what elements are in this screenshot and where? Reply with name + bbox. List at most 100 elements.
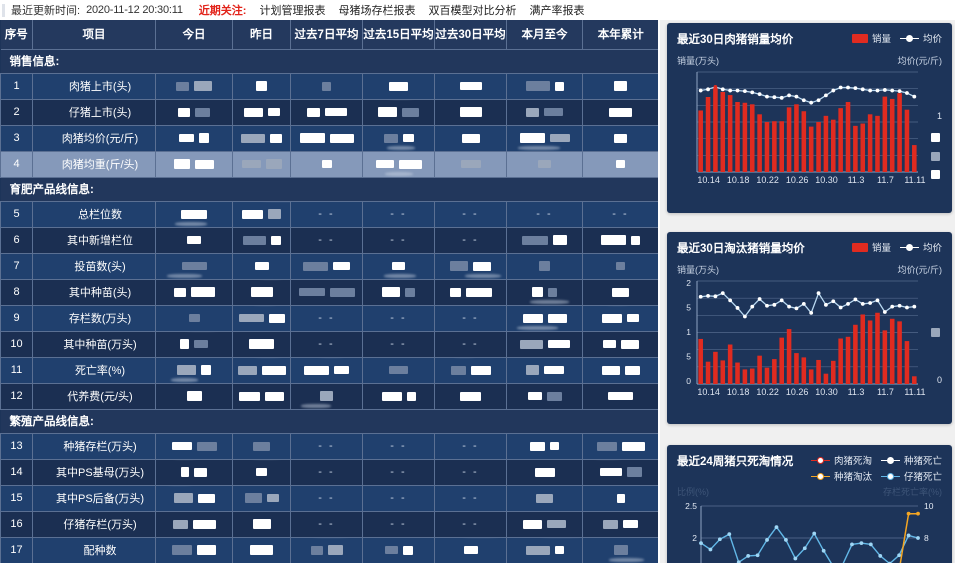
col-avg-7d[interactable]: 过去7日平均 [290, 20, 363, 50]
row-index: 1 [0, 72, 33, 100]
chart1-header: 最近30日肉猪销量均价 销量 均价 [677, 31, 942, 52]
row-item-name: 投苗数(头) [32, 252, 156, 280]
row-value-cell [362, 278, 435, 306]
row-value-cell [434, 356, 507, 384]
row-value-cell [582, 150, 658, 178]
row-item-name: 存栏数(万头) [32, 304, 156, 332]
table-row[interactable]: 5 总栏位数 - - - - - - - - - - [0, 200, 658, 228]
redacted-value [548, 287, 557, 297]
table-row[interactable]: 14 其中PS基母(万头) - - - - - - [0, 458, 658, 486]
link-sow-farm-inventory-report[interactable]: 母猪场存栏报表 [338, 5, 416, 17]
empty-value: - - [318, 492, 335, 504]
row-index: 15 [0, 484, 33, 512]
row-value-cell [362, 72, 435, 100]
xaxis-tick-label: 10.14 [697, 175, 720, 185]
row-index: 6 [0, 226, 33, 254]
redacted-value [181, 262, 207, 271]
col-month-to-date[interactable]: 本月至今 [506, 20, 583, 50]
redacted-value [450, 261, 468, 272]
redacted-value [460, 391, 481, 401]
legend-item-fattening-pig-mortality-cull[interactable]: 肉猪死淘 [810, 453, 872, 467]
xaxis-tick-label: 10.14 [697, 387, 720, 397]
redacted-value [333, 262, 350, 271]
row-value-cell [582, 432, 658, 460]
xaxis-tick-label: 10.26 [785, 387, 809, 397]
table-row[interactable]: 11 死亡率(%) [0, 356, 658, 384]
redacted-value [406, 391, 416, 401]
redacted-value [620, 339, 639, 349]
top-status-bar: 最近更新时间: 2020-11-12 20:30:11 近期关注: 计划管理报表… [0, 0, 955, 20]
col-index[interactable]: 序号 [0, 20, 33, 50]
table-row[interactable]: 6 其中新增栏位 - - - - - - [0, 226, 658, 254]
col-today[interactable]: 今日 [155, 20, 233, 50]
row-item-name: 仔猪上市(头) [32, 98, 156, 126]
table-row[interactable]: 16 仔猪存栏(万头) - - - - - - [0, 510, 658, 538]
redacted-value [601, 235, 626, 246]
table-row[interactable]: 3 肉猪均价(元/斤) [0, 124, 658, 152]
table-row[interactable]: 9 存栏数(万头) - - - - - - [0, 304, 658, 332]
legend-item-breeding-pig-death[interactable]: 种猪死亡 [880, 453, 942, 467]
metrics-table-panel: 序号 项目 今日 昨日 过去7日平均 过去15日平均 过去30日平均 本月至今 … [0, 20, 660, 563]
redacted-value [522, 313, 543, 323]
row-value-cell [434, 252, 507, 280]
redacted-value [546, 391, 562, 401]
col-avg-30d[interactable]: 过去30日平均 [434, 20, 507, 50]
link-double-hundred-model-comparison[interactable]: 双百模型对比分析 [428, 5, 517, 17]
redacted-value [459, 107, 482, 118]
col-year-to-date[interactable]: 本年累计 [582, 20, 658, 50]
legend-item-piglet-death[interactable]: 仔猪死亡 [880, 469, 942, 483]
row-value-cell [232, 458, 291, 486]
row-value-cell [232, 278, 291, 306]
redacted-value [612, 287, 629, 297]
table-row[interactable]: 12 代养费(元/头) [0, 382, 658, 410]
redacted-value [243, 107, 263, 117]
last-update-label: 最近更新时间: [11, 5, 81, 17]
redacted-value [519, 133, 545, 144]
table-row[interactable]: 13 种猪存栏(万头) - - - - - - [0, 432, 658, 460]
chart3-header: 最近24周猪只死淘情况 肉猪死淘 种猪死亡 种猪淘汰 [677, 453, 942, 483]
row-value-cell [506, 304, 583, 332]
row-value-cell [155, 510, 233, 538]
row-index: 7 [0, 252, 33, 280]
redacted-value [375, 160, 394, 169]
redacted-value [324, 108, 347, 117]
row-value-cell [290, 150, 363, 178]
legend-item-avg-price[interactable]: 均价 [899, 31, 942, 45]
redaction-smear [530, 299, 569, 304]
redacted-value [544, 108, 563, 117]
col-item[interactable]: 项目 [32, 20, 156, 50]
legend-item-avg-price[interactable]: 均价 [899, 240, 942, 254]
xaxis-tick-label: 11.11 [904, 175, 926, 185]
table-row[interactable]: 4 肉猪均重(斤/头) [0, 150, 658, 178]
table-row[interactable]: 1 肉猪上市(头) [0, 72, 658, 100]
row-value-cell [290, 124, 363, 152]
line-marker-icon [810, 472, 830, 481]
legend-item-breeding-pig-cull[interactable]: 种猪淘汰 [810, 469, 872, 483]
table-row[interactable]: 17 配种数 [0, 536, 658, 563]
legend-item-sales-volume[interactable]: 销量 [851, 240, 891, 254]
link-plan-management-report[interactable]: 计划管理报表 [259, 5, 326, 17]
table-row[interactable]: 7 投苗数(头) [0, 252, 658, 280]
redacted-value [194, 81, 212, 92]
row-value-cell: - - [434, 484, 507, 512]
empty-value: - - [390, 312, 407, 324]
row-value-cell [362, 356, 435, 384]
row-value-cell [155, 150, 233, 178]
col-yesterday[interactable]: 昨日 [232, 20, 291, 50]
row-value-cell: - - [582, 200, 658, 228]
redacted-value [534, 467, 555, 477]
redacted-value [460, 160, 481, 169]
col-avg-15d[interactable]: 过去15日平均 [362, 20, 435, 50]
redacted-value [250, 287, 273, 298]
chart1-axis-labels: 销量(万头) 均价(元/斤) [677, 54, 942, 67]
link-full-capacity-rate-report[interactable]: 满产率报表 [529, 5, 585, 17]
table-row[interactable]: 2 仔猪上市(头) [0, 98, 658, 126]
empty-value: - - [462, 234, 479, 246]
row-value-cell [155, 458, 233, 486]
table-row[interactable]: 8 其中种苗(头) [0, 278, 658, 306]
legend-item-sales-volume[interactable]: 销量 [851, 31, 891, 45]
redacted-value [241, 133, 265, 143]
table-row[interactable]: 15 其中PS后备(万头) - - - - - - [0, 484, 658, 512]
table-row[interactable]: 10 其中种苗(万头) - - - - - - [0, 330, 658, 358]
redaction-smear [387, 145, 415, 150]
